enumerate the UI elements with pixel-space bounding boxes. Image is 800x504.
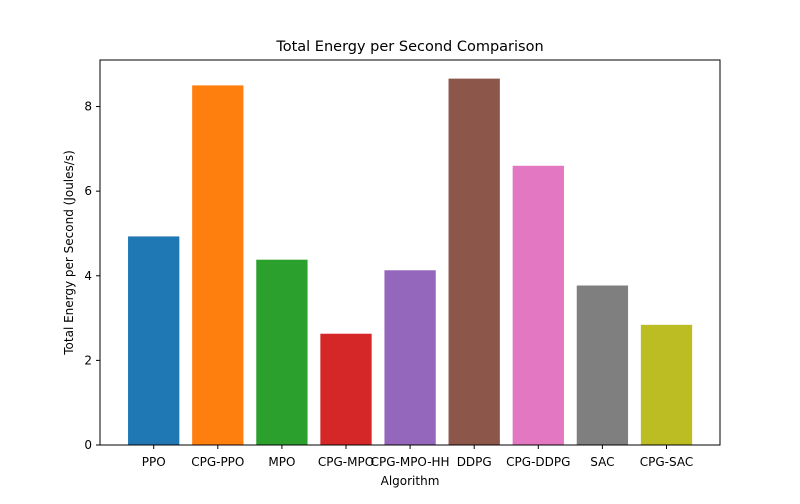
y-tick-label: 2	[84, 353, 92, 367]
bar-cpg-sac	[640, 324, 693, 445]
bar-cpg-mpo	[320, 333, 372, 445]
y-tick-label: 8	[84, 100, 92, 114]
x-tick-label: CPG-DDPG	[506, 455, 570, 469]
bar-cpg-ppo	[192, 85, 244, 445]
bar-sac	[576, 285, 629, 445]
bar-ppo	[128, 236, 180, 445]
x-tick-label: DDPG	[457, 455, 492, 469]
bar-mpo	[256, 259, 308, 445]
x-tick-label: SAC	[590, 455, 614, 469]
chart-title: Total Energy per Second Comparison	[275, 39, 543, 55]
y-axis: 0 2 4 6 8	[84, 100, 100, 452]
x-tick-label: CPG-MPO	[318, 455, 374, 469]
x-tick-label: CPG-MPO-HH	[371, 455, 450, 469]
x-tick-label: MPO	[268, 455, 295, 469]
bar-cpg-mpo-hh	[384, 270, 436, 445]
bars-layer	[128, 78, 693, 446]
bar-ddpg	[448, 78, 500, 446]
y-tick-label: 4	[84, 269, 92, 283]
y-tick-label: 0	[84, 438, 92, 452]
y-axis-label: Total Energy per Second (Joules/s)	[62, 150, 76, 356]
y-tick-label: 6	[84, 184, 92, 198]
x-tick-label: CPG-PPO	[191, 455, 244, 469]
x-tick-label: PPO	[142, 455, 166, 469]
bar-cpg-ddpg	[512, 165, 564, 445]
x-tick-label: CPG-SAC	[640, 455, 693, 469]
x-axis-label: Algorithm	[381, 474, 440, 488]
